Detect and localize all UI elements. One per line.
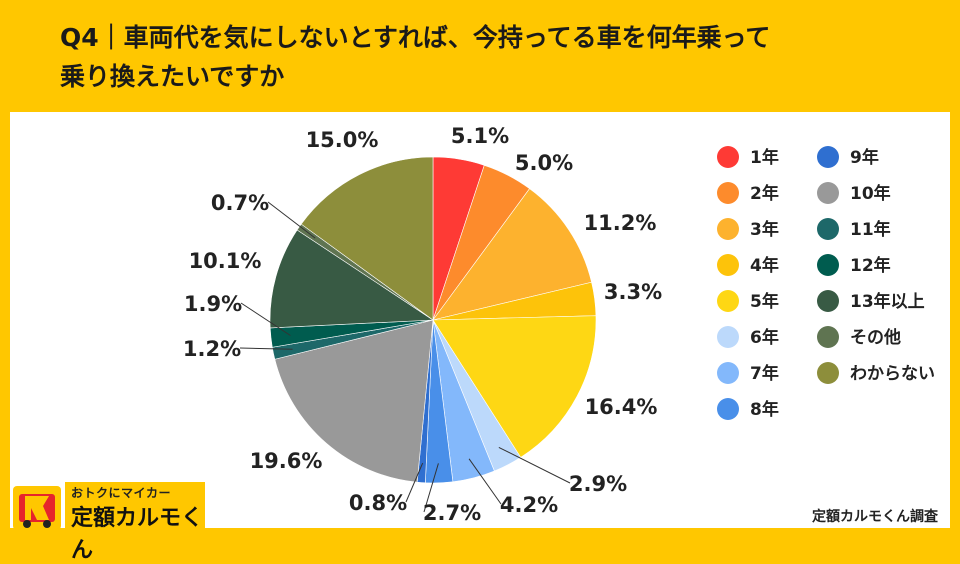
legend-label: 4年 — [750, 255, 779, 276]
legend-label: その他 — [850, 327, 901, 348]
legend-label: 11年 — [850, 219, 891, 240]
leader-line — [240, 302, 291, 336]
legend-label: 1年 — [750, 147, 779, 168]
legend-swatch — [817, 218, 839, 240]
pie-chart: 5.1%5.0% 11.2% 3.3% 16.4% 2.9% 4.2% 2.7% 0.8% 19… — [183, 124, 935, 525]
legend-label: 6年 — [750, 327, 779, 348]
legend-label: 13年以上 — [850, 291, 925, 312]
logo: おトクにマイカー 定額カルモくん — [13, 482, 205, 563]
slice-value-label: 1.2% — [183, 337, 241, 361]
logo-mark — [13, 486, 61, 530]
car-key-icon — [19, 494, 55, 528]
slice-value-label: 19.6% — [250, 449, 323, 473]
slice-value-label: 16.4% — [585, 395, 658, 419]
logo-name: 定額カルモくん — [71, 506, 204, 563]
slice-value-label: 5.1% — [451, 124, 509, 148]
leader-lines — [239, 201, 571, 513]
chart-title: Q4｜車両代を気にしないとすれば、今持ってる車を何年乗って 乗り換えたいですか — [60, 23, 771, 91]
pie-slice — [432, 315, 597, 458]
slice-value-label: 0.7% — [211, 191, 269, 215]
slice-value-label: 2.7% — [423, 501, 481, 525]
legend-label: 10年 — [850, 183, 891, 204]
leader-line — [423, 463, 439, 513]
legend-swatch — [717, 290, 739, 312]
legend-swatch — [717, 182, 739, 204]
pie-slice — [432, 188, 592, 321]
legend-label: わからない — [850, 364, 935, 384]
slice-labels: 5.1%5.0% 11.2% 3.3% 16.4% 2.9% 4.2% 2.7% 0.8% 19… — [183, 124, 662, 525]
legend-label: 2年 — [750, 183, 779, 204]
pie-slice — [269, 229, 434, 329]
legend-label: 9年 — [850, 147, 879, 168]
legend-swatch — [817, 326, 839, 348]
slice-value-label: 2.9% — [569, 472, 627, 496]
legend-swatch — [717, 254, 739, 276]
legend-swatch — [717, 326, 739, 348]
legend-swatch — [817, 182, 839, 204]
leader-line — [239, 347, 293, 350]
slice-value-label: 1.9% — [184, 292, 242, 316]
legend-swatch — [717, 398, 739, 420]
legend-swatch — [817, 254, 839, 276]
legend-label: 7年 — [750, 363, 779, 384]
pie-slice — [300, 156, 434, 321]
slice-value-label: 11.2% — [584, 211, 657, 235]
slice-value-label: 5.0% — [515, 151, 573, 175]
leader-line — [405, 462, 424, 503]
pie-slices — [269, 156, 597, 484]
legend-label: 3年 — [750, 219, 779, 240]
source-credit: 定額カルモくん調査 — [812, 509, 938, 525]
legend-swatch — [717, 362, 739, 384]
legend-swatch — [717, 218, 739, 240]
leader-line — [468, 458, 502, 505]
slice-value-label: 3.3% — [604, 280, 662, 304]
legend-label: 8年 — [750, 399, 779, 420]
legend-swatch — [817, 146, 839, 168]
logo-banner — [65, 482, 205, 532]
legend-swatch — [817, 362, 839, 384]
leader-line — [267, 201, 316, 239]
slice-value-label: 0.8% — [349, 491, 407, 515]
legend-label: 12年 — [850, 255, 891, 276]
leader-line — [498, 446, 571, 484]
logo-tagline: おトクにマイカー — [71, 486, 172, 500]
legend-swatch — [717, 146, 739, 168]
legend-label: 5年 — [750, 291, 779, 312]
legend-swatch — [817, 290, 839, 312]
pie-slice — [274, 319, 434, 483]
slice-value-label: 10.1% — [189, 249, 262, 273]
slice-value-label: 15.0% — [306, 128, 379, 152]
slice-value-label: 4.2% — [500, 493, 558, 517]
